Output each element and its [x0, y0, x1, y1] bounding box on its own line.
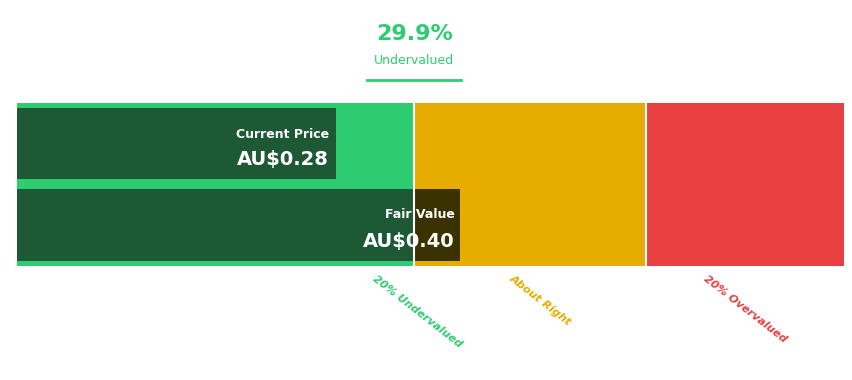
Bar: [17, 103, 414, 266]
Text: Fair Value: Fair Value: [384, 208, 454, 221]
Text: 20% Undervalued: 20% Undervalued: [371, 274, 463, 350]
Text: AU$0.28: AU$0.28: [237, 150, 328, 169]
Bar: [17, 189, 414, 261]
Text: AU$0.40: AU$0.40: [363, 232, 454, 251]
Bar: [645, 103, 843, 266]
Text: 20% Overvalued: 20% Overvalued: [701, 274, 787, 344]
Bar: [414, 189, 459, 261]
Bar: [17, 108, 335, 179]
Text: 29.9%: 29.9%: [376, 24, 452, 44]
Bar: [414, 103, 645, 266]
Text: About Right: About Right: [507, 274, 572, 328]
Text: Undervalued: Undervalued: [374, 54, 454, 67]
Text: Current Price: Current Price: [235, 128, 328, 141]
